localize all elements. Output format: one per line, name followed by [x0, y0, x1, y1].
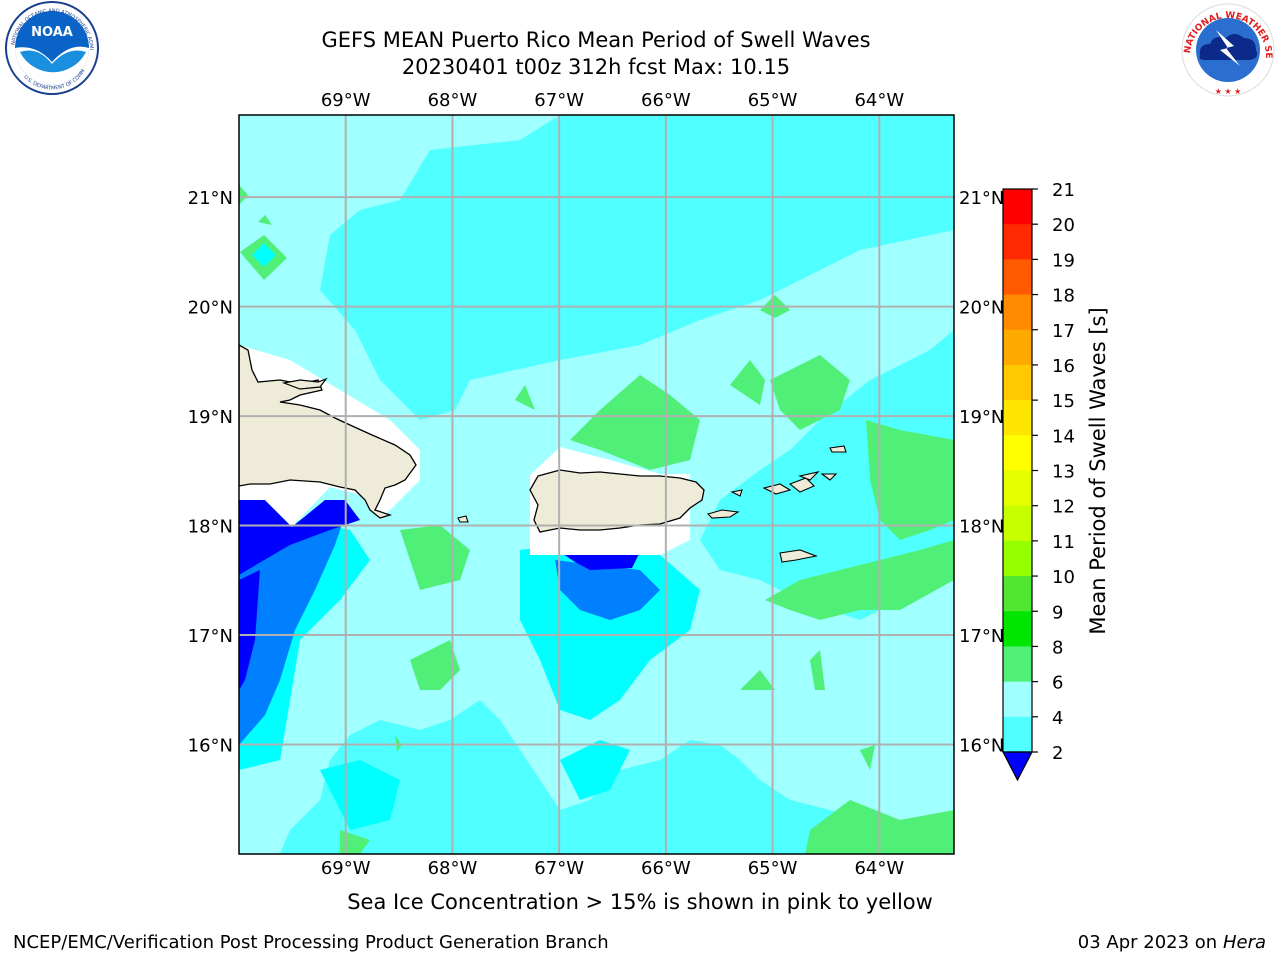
colorbar-segment	[1003, 540, 1032, 577]
virgin-islands	[457, 445, 847, 563]
lon-label: 67°W	[534, 90, 584, 111]
lon-label: 68°W	[428, 858, 478, 879]
colorbar-tick-label: 12	[1052, 497, 1075, 518]
colorbar-segment	[1003, 576, 1032, 612]
lat-label: 16°N	[188, 736, 233, 757]
hispaniola-landmass	[239, 344, 417, 519]
colorbar-tick-label: 9	[1052, 602, 1063, 623]
colorbar-segment	[1003, 224, 1032, 260]
colorbar-tick-label: 18	[1052, 286, 1075, 307]
lat-label: 18°N	[188, 517, 233, 538]
colorbar-tick-label: 11	[1052, 532, 1075, 553]
lat-label: 19°N	[959, 407, 1004, 428]
lon-label: 69°W	[321, 90, 371, 111]
lat-label: 20°N	[959, 298, 1004, 319]
lat-label: 17°N	[188, 626, 233, 647]
colorbar-tick-label: 13	[1052, 462, 1075, 483]
lat-label: 16°N	[959, 736, 1004, 757]
lat-label: 21°N	[188, 188, 233, 209]
colorbar-segment	[1003, 646, 1032, 683]
national-weather-service-logo: NATIONAL WEATHER SERVICE ★ ★ ★	[1176, 0, 1275, 97]
lat-label: 20°N	[188, 298, 233, 319]
colorbar-extend-arrow	[1002, 751, 1033, 782]
contour-fields	[239, 115, 954, 854]
colorbar-segment	[1003, 329, 1032, 366]
colorbar-segment	[1003, 505, 1032, 542]
map-title: GEFS MEAN Puerto Rico Mean Period of Swe…	[321, 28, 871, 52]
colorbar-tick-label: 20	[1052, 215, 1075, 236]
colorbar-tick-label: 6	[1052, 673, 1063, 694]
colorbar-tick-label: 8	[1052, 637, 1063, 658]
colorbar-tick-label: 16	[1052, 356, 1075, 377]
footer-credit: NCEP/EMC/Verification Post Processing Pr…	[13, 932, 609, 953]
footer-date: 03 Apr 2023 on Hera	[1077, 932, 1266, 953]
lat-label: 17°N	[959, 626, 1004, 647]
footer-host: Hera	[1222, 932, 1266, 953]
lat-label: 19°N	[188, 407, 233, 428]
longitude-labels-bottom: 69°W 68°W 67°W 66°W 65°W 64°W	[321, 858, 904, 879]
colorbar-segment	[1003, 364, 1032, 401]
colorbar-segment	[1003, 400, 1032, 436]
colorbar-tick-label: 19	[1052, 250, 1075, 271]
lon-label: 65°W	[748, 90, 798, 111]
noaa-logo-text: NOAA	[31, 25, 73, 40]
colorbar-segment	[1003, 189, 1032, 225]
caption: Sea Ice Concentration > 15% is shown in …	[347, 890, 933, 914]
latitude-labels-right: 21°N 20°N 19°N 18°N 17°N 16°N	[959, 188, 1004, 756]
noaa-logo: NOAA NATIONAL OCEANIC AND ATMOSPHERIC AD…	[0, 0, 99, 95]
graticule	[239, 115, 954, 854]
map-frame	[238, 114, 955, 855]
map-subtitle: 20230401 t00z 312h fcst Max: 10.15	[401, 55, 791, 79]
svg-text:★ ★ ★: ★ ★ ★	[1215, 87, 1242, 96]
colorbar-segment	[1003, 470, 1032, 507]
colorbar-label: Mean Period of Swell Waves [s]	[1086, 307, 1110, 634]
colorbar-tick-label: 10	[1052, 567, 1075, 588]
colorbar-segment	[1003, 294, 1032, 331]
puerto-rico-landmass	[529, 469, 705, 533]
colorbar-tick-label: 14	[1052, 426, 1075, 447]
colorbar: 21 20 19 18 17 16 15 14 13 12 11 10 9 8 6 4 2	[1002, 180, 1075, 782]
colorbar-tick-label: 4	[1052, 708, 1063, 729]
lon-label: 66°W	[641, 858, 691, 879]
longitude-labels-top: 69°W 68°W 67°W 66°W 65°W 64°W	[321, 90, 904, 111]
colorbar-tick-label: 15	[1052, 391, 1075, 412]
lon-label: 68°W	[428, 90, 478, 111]
colorbar-segment	[1003, 716, 1032, 753]
latitude-labels-left: 21°N 20°N 19°N 18°N 17°N 16°N	[188, 188, 233, 756]
lon-label: 64°W	[854, 90, 904, 111]
lon-label: 65°W	[748, 858, 798, 879]
lon-label: 64°W	[854, 858, 904, 879]
lat-label: 21°N	[959, 188, 1004, 209]
colorbar-segment	[1003, 259, 1032, 296]
colorbar-segment	[1003, 611, 1032, 647]
colorbar-tick-label: 17	[1052, 321, 1075, 342]
lon-label: 66°W	[641, 90, 691, 111]
colorbar-tick-label: 2	[1052, 743, 1063, 764]
lon-label: 69°W	[321, 858, 371, 879]
lat-label: 18°N	[959, 517, 1004, 538]
lon-label: 67°W	[534, 858, 584, 879]
colorbar-tick-label: 21	[1052, 180, 1075, 201]
colorbar-segment	[1003, 435, 1032, 471]
contour-below-2	[239, 500, 640, 690]
colorbar-segment	[1003, 681, 1032, 718]
